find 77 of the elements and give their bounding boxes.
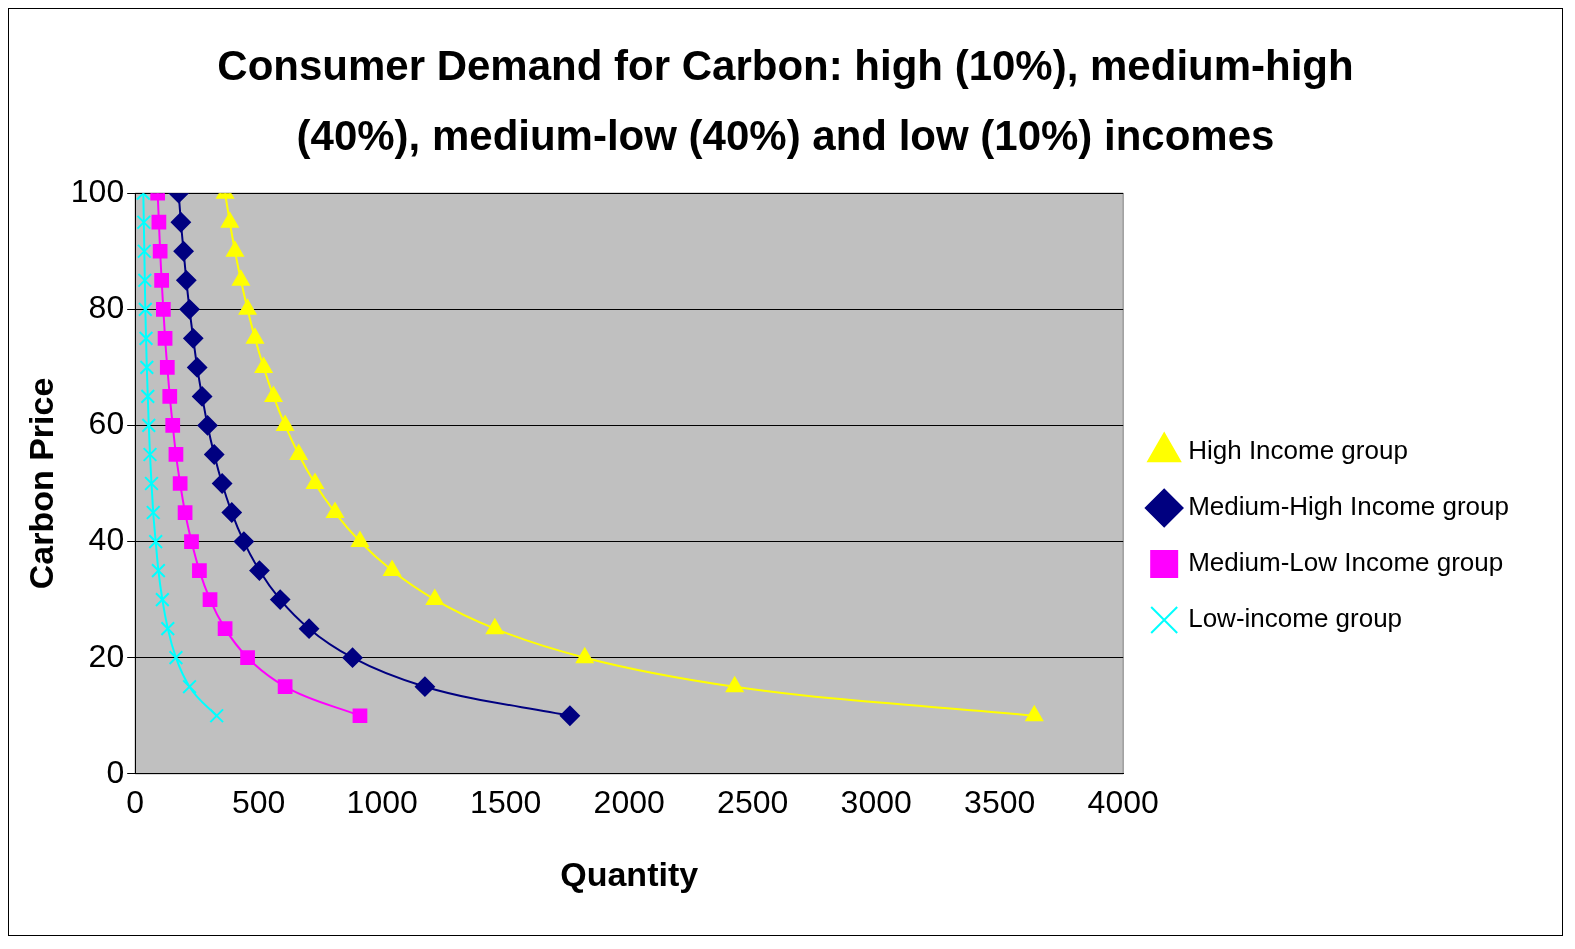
legend-label: High Income group xyxy=(1188,435,1408,466)
y-tick-label: 80 xyxy=(88,289,125,326)
x-tick-label: 500 xyxy=(232,783,286,820)
point xyxy=(145,505,161,520)
point xyxy=(142,447,158,462)
point xyxy=(151,563,166,578)
point xyxy=(137,272,153,288)
point xyxy=(168,650,184,666)
point xyxy=(192,563,207,578)
point xyxy=(139,360,155,375)
point xyxy=(148,534,164,549)
point xyxy=(151,214,167,230)
point xyxy=(136,243,152,259)
point xyxy=(157,330,173,346)
point xyxy=(299,618,320,639)
point xyxy=(176,270,197,291)
point xyxy=(204,444,225,465)
point xyxy=(168,447,184,462)
point xyxy=(137,301,153,317)
point xyxy=(173,241,194,262)
x-tick-label: 3500 xyxy=(964,783,1036,820)
x-tick-label: 1500 xyxy=(470,783,542,820)
legend-label: Medium-Low Income group xyxy=(1188,547,1504,578)
point xyxy=(160,621,176,637)
y-tick-label: 40 xyxy=(88,521,125,558)
point xyxy=(209,708,225,724)
y-axis-title: Carbon Price xyxy=(21,377,60,590)
legend-label: Low-income group xyxy=(1188,603,1403,634)
point xyxy=(326,502,344,519)
point xyxy=(177,505,193,520)
point xyxy=(352,708,368,724)
point xyxy=(342,647,363,668)
point xyxy=(136,214,152,230)
point xyxy=(277,679,293,695)
point xyxy=(249,560,270,581)
point xyxy=(159,360,175,375)
point xyxy=(559,705,580,726)
y-tick-label: 60 xyxy=(88,405,125,442)
point xyxy=(221,502,242,523)
point xyxy=(155,592,170,607)
point xyxy=(172,476,188,491)
x-tick-label: 2500 xyxy=(717,783,789,820)
x-tick-label: 2000 xyxy=(593,783,665,820)
point xyxy=(351,531,369,548)
x-tick-label: 1000 xyxy=(346,783,418,820)
point xyxy=(197,415,218,436)
x-tick-label: 3000 xyxy=(840,783,912,820)
point xyxy=(240,650,255,666)
point xyxy=(187,357,208,378)
point xyxy=(140,389,156,404)
point xyxy=(144,476,159,491)
point xyxy=(184,534,199,549)
point xyxy=(270,589,291,610)
y-tick-label: 20 xyxy=(88,637,125,674)
point xyxy=(162,389,178,404)
point xyxy=(141,418,157,433)
point xyxy=(233,531,254,552)
y-tick-label: 0 xyxy=(106,753,125,790)
point xyxy=(212,473,233,494)
legend-label: Medium-High Income group xyxy=(1188,491,1509,522)
point xyxy=(170,212,191,233)
point xyxy=(414,676,435,697)
y-tick-label: 100 xyxy=(70,173,125,210)
point xyxy=(165,418,181,433)
x-axis-title: Quantity xyxy=(560,854,699,893)
point xyxy=(179,299,200,320)
point xyxy=(152,243,168,259)
point xyxy=(182,679,197,695)
point xyxy=(183,328,204,349)
point xyxy=(217,621,233,637)
chart-title: Consumer Demand for Carbon: high (10%), medium-high (40%), medium-low (40%) and low (10%) incomes xyxy=(216,41,1355,161)
point xyxy=(155,301,171,317)
point xyxy=(138,330,154,346)
point xyxy=(192,386,213,407)
x-tick-label: 4000 xyxy=(1087,783,1159,820)
point xyxy=(154,272,169,288)
point xyxy=(202,592,218,607)
